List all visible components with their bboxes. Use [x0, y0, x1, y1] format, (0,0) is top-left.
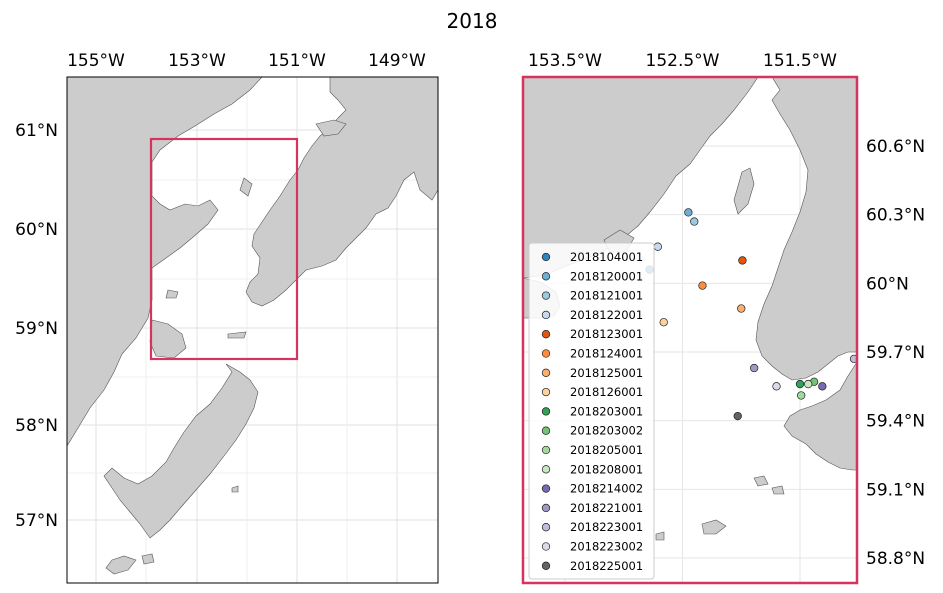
- zoom-lon-label: 152.5°W: [646, 51, 720, 71]
- legend-label: 2018203001: [570, 404, 643, 418]
- legend-marker: [541, 291, 551, 300]
- overview-lat-labels: 61°N 60°N 59°N 58°N 57°N: [15, 121, 58, 531]
- legend-label: 2018205001: [570, 443, 643, 457]
- station-markers: [645, 208, 857, 421]
- legend-marker: [541, 465, 551, 474]
- station-marker-2018223002: [772, 382, 781, 391]
- zoom-land: [523, 77, 857, 541]
- legend-marker: [541, 368, 551, 377]
- station-marker-2018126001: [659, 318, 668, 327]
- zoom-lat-label: 58.8°N: [866, 549, 925, 569]
- legend-label: 2018223001: [570, 520, 643, 534]
- legend-label: 2018208001: [570, 462, 643, 476]
- zoom-map: 2018104001 2018120001 2018121001 2018122001…: [521, 51, 925, 585]
- station-marker-2018221001: [750, 363, 759, 373]
- legend-box: [528, 242, 655, 580]
- legend-marker: [541, 484, 551, 493]
- zoom-lat-label: 60.3°N: [866, 206, 925, 226]
- overview-lat-label: 58°N: [15, 416, 58, 436]
- figure-title: 2018: [447, 9, 498, 33]
- zoom-lat-label: 60°N: [866, 274, 909, 294]
- legend-label: 2018123001: [570, 327, 643, 341]
- legend-label: 2018124001: [570, 347, 643, 361]
- legend-label: 2018126001: [570, 385, 643, 399]
- overview-lat-label: 57°N: [15, 511, 58, 531]
- zoom-lat-label: 60.6°N: [866, 137, 925, 157]
- legend-label: 2018214002: [570, 482, 643, 496]
- legend-label: 2018221001: [570, 501, 643, 515]
- legend-marker: [541, 310, 551, 320]
- zoom-frame: [521, 75, 859, 585]
- station-marker-2018203001: [795, 379, 805, 389]
- zoom-lat-label: 59.7°N: [866, 343, 925, 363]
- station-marker-2018205001: [797, 391, 806, 400]
- overview-lon-label: 155°W: [67, 51, 125, 71]
- legend-marker: [541, 272, 551, 281]
- station-marker-2018223001: [849, 354, 857, 364]
- legend-marker: [541, 349, 551, 358]
- station-marker-2018208001: [804, 379, 813, 389]
- overview-lon-label: 149°W: [368, 51, 426, 71]
- station-marker-2018225001: [733, 411, 742, 421]
- legend-label: 2018122001: [570, 308, 643, 322]
- legend-marker: [541, 523, 551, 532]
- station-marker-2018122001: [653, 242, 662, 251]
- overview-lon-label: 153°W: [168, 51, 226, 71]
- station-marker-2018214002: [818, 382, 827, 391]
- station-marker-2018125001: [737, 304, 746, 313]
- legend-marker: [541, 407, 551, 416]
- station-marker-2018121001: [690, 217, 699, 226]
- legend-label: 2018223002: [570, 540, 643, 554]
- legend-label: 2018225001: [570, 559, 643, 573]
- zoom-lat-label: 59.1°N: [866, 480, 925, 500]
- legend-marker: [541, 561, 551, 570]
- legend-marker: [541, 542, 551, 551]
- overview-lon-labels: 155°W 153°W 151°W 149°W: [67, 51, 426, 71]
- legend-marker: [541, 252, 551, 262]
- overview-lat-label: 61°N: [15, 121, 58, 141]
- zoom-lon-label: 151.5°W: [763, 51, 837, 71]
- zoom-lon-labels: 153.5°W 152.5°W 151.5°W: [528, 51, 837, 71]
- overview-lat-label: 60°N: [15, 220, 58, 240]
- legend: 2018104001 2018120001 2018121001 2018122001…: [528, 242, 655, 580]
- legend-label: 2018104001: [570, 250, 643, 264]
- legend-marker: [541, 330, 551, 339]
- legend-marker: [541, 445, 551, 455]
- legend-label: 2018121001: [570, 289, 643, 303]
- station-marker-2018123001: [738, 256, 747, 265]
- zoom-lat-labels: 60.6°N 60.3°N 60°N 59.7°N 59.4°N 59.1°N 58.8°N: [866, 137, 925, 569]
- overview-lon-label: 151°W: [268, 51, 326, 71]
- station-marker-2018120001: [684, 208, 693, 217]
- zoom-lat-label: 59.4°N: [866, 412, 925, 432]
- zoom-extent-box: [149, 137, 299, 361]
- legend-marker: [541, 387, 551, 397]
- overview-map: 155°W 153°W 151°W 149°W 61°N 60°N 59°N 58°N 57°…: [15, 51, 439, 584]
- overview-lat-label: 59°N: [15, 319, 58, 339]
- station-marker-2018124001: [698, 281, 707, 290]
- zoom-lon-label: 153.5°W: [528, 51, 602, 71]
- legend-label: 2018203002: [570, 424, 643, 438]
- legend-label: 2018120001: [570, 269, 643, 283]
- legend-marker: [541, 426, 551, 435]
- legend-label: 2018125001: [570, 366, 643, 380]
- legend-marker: [541, 503, 551, 513]
